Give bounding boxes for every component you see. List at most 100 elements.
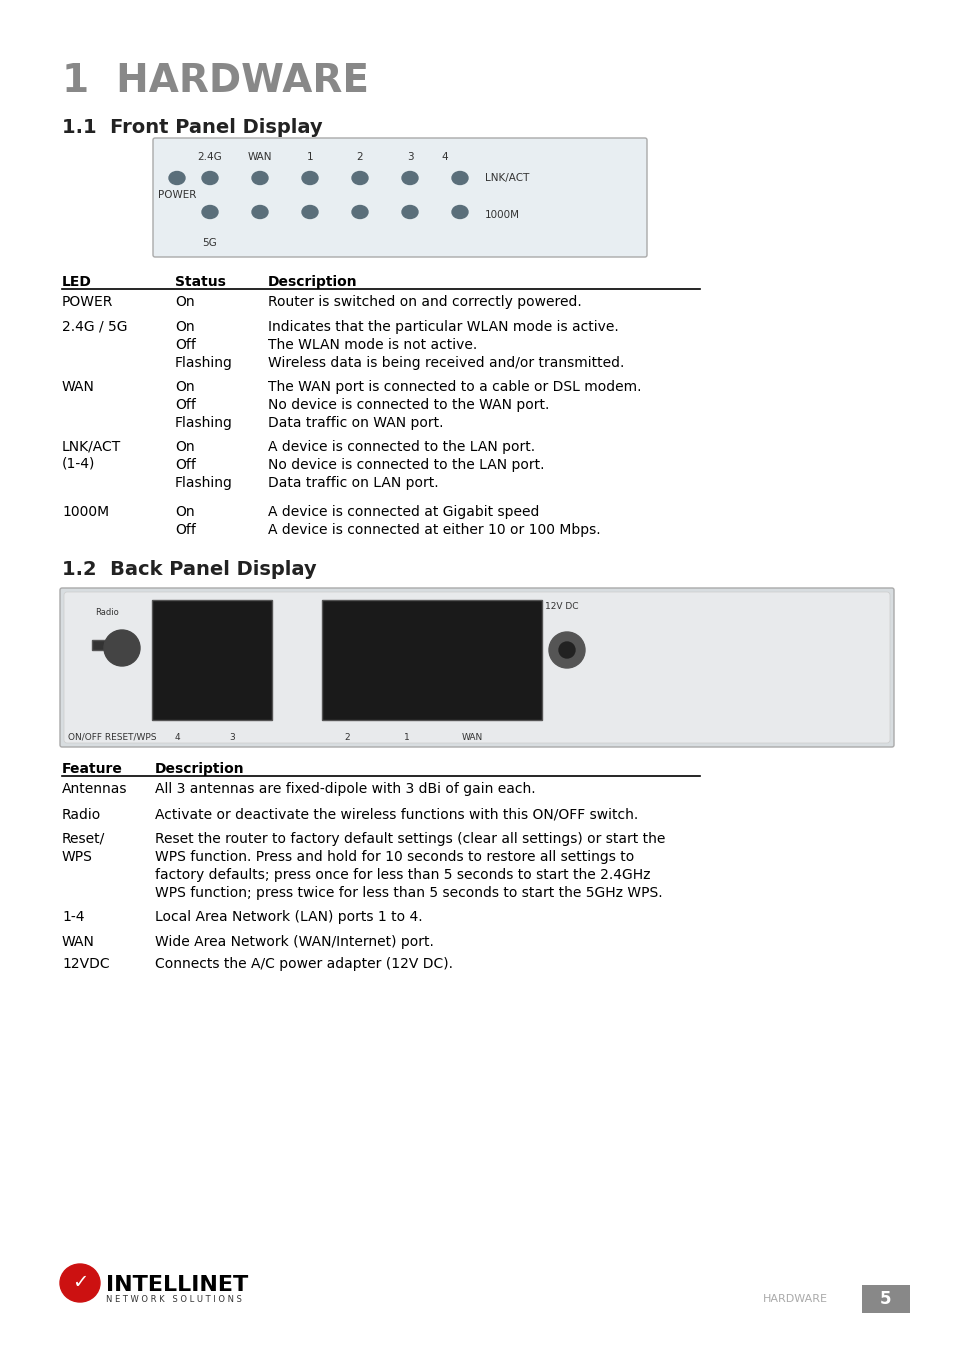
Ellipse shape: [252, 205, 268, 219]
Text: ✓: ✓: [71, 1273, 88, 1292]
Text: 1.1  Front Panel Display: 1.1 Front Panel Display: [62, 117, 322, 136]
Text: 3: 3: [406, 153, 413, 162]
Text: Flashing: Flashing: [174, 356, 233, 370]
Circle shape: [104, 630, 140, 666]
Text: N E T W O R K   S O L U T I O N S: N E T W O R K S O L U T I O N S: [106, 1295, 242, 1304]
Text: Connects the A/C power adapter (12V DC).: Connects the A/C power adapter (12V DC).: [154, 957, 453, 971]
Text: 1.2  Back Panel Display: 1.2 Back Panel Display: [62, 560, 316, 579]
Text: 1000M: 1000M: [62, 505, 109, 518]
Ellipse shape: [302, 205, 317, 219]
Text: 12VDC: 12VDC: [62, 957, 110, 971]
Ellipse shape: [252, 171, 268, 185]
Text: Description: Description: [154, 761, 244, 776]
Ellipse shape: [401, 171, 417, 185]
Text: 5: 5: [880, 1291, 891, 1308]
Text: Indicates that the particular WLAN mode is active.: Indicates that the particular WLAN mode …: [268, 320, 618, 333]
Text: WPS function. Press and hold for 10 seconds to restore all settings to: WPS function. Press and hold for 10 seco…: [154, 850, 634, 864]
Text: WAN: WAN: [461, 733, 482, 743]
Text: factory defaults; press once for less than 5 seconds to start the 2.4GHz: factory defaults; press once for less th…: [154, 868, 650, 882]
Text: 1: 1: [404, 733, 410, 743]
Text: LED: LED: [62, 275, 91, 289]
Ellipse shape: [401, 205, 417, 219]
Ellipse shape: [302, 171, 317, 185]
Text: POWER: POWER: [62, 296, 113, 309]
Text: The WLAN mode is not active.: The WLAN mode is not active.: [268, 338, 476, 352]
Text: Flashing: Flashing: [174, 477, 233, 490]
Text: WPS function; press twice for less than 5 seconds to start the 5GHz WPS.: WPS function; press twice for less than …: [154, 886, 662, 900]
Text: Radio: Radio: [95, 608, 119, 617]
Text: 4: 4: [174, 733, 179, 743]
Text: Feature: Feature: [62, 761, 123, 776]
Text: Antennas: Antennas: [62, 782, 128, 796]
Ellipse shape: [60, 1264, 100, 1301]
Text: Flashing: Flashing: [174, 416, 233, 431]
Text: Data traffic on WAN port.: Data traffic on WAN port.: [268, 416, 443, 431]
Ellipse shape: [452, 171, 468, 185]
Text: Reset the router to factory default settings (clear all settings) or start the: Reset the router to factory default sett…: [154, 832, 664, 846]
FancyBboxPatch shape: [60, 589, 893, 747]
Ellipse shape: [202, 205, 218, 219]
Text: 3: 3: [229, 733, 234, 743]
Text: 2.4G: 2.4G: [197, 153, 222, 162]
Text: Radio: Radio: [62, 809, 101, 822]
Text: LNK/ACT: LNK/ACT: [484, 173, 529, 184]
Text: Activate or deactivate the wireless functions with this ON/OFF switch.: Activate or deactivate the wireless func…: [154, 809, 638, 822]
Text: LNK/ACT
(1-4): LNK/ACT (1-4): [62, 440, 121, 470]
Text: POWER: POWER: [157, 190, 196, 200]
Bar: [862, 1285, 909, 1314]
Text: A device is connected to the LAN port.: A device is connected to the LAN port.: [268, 440, 535, 454]
Text: 2.4G / 5G: 2.4G / 5G: [62, 320, 128, 333]
Text: 2: 2: [344, 733, 350, 743]
Text: WPS: WPS: [62, 850, 92, 864]
Circle shape: [548, 632, 584, 668]
Text: ON/OFF RESET/WPS: ON/OFF RESET/WPS: [68, 733, 156, 743]
Text: Router is switched on and correctly powered.: Router is switched on and correctly powe…: [268, 296, 581, 309]
Text: The WAN port is connected to a cable or DSL modem.: The WAN port is connected to a cable or …: [268, 379, 640, 394]
Text: 2: 2: [356, 153, 363, 162]
Ellipse shape: [352, 171, 368, 185]
Text: 1-4: 1-4: [62, 910, 85, 923]
Text: HARDWARE: HARDWARE: [761, 1295, 826, 1304]
Text: Off: Off: [174, 338, 195, 352]
Text: Local Area Network (LAN) ports 1 to 4.: Local Area Network (LAN) ports 1 to 4.: [154, 910, 422, 923]
Text: 1000M: 1000M: [484, 211, 519, 220]
Bar: [91, 640, 110, 649]
Text: Off: Off: [174, 398, 195, 412]
Text: Wireless data is being received and/or transmitted.: Wireless data is being received and/or t…: [268, 356, 623, 370]
Circle shape: [558, 643, 575, 657]
Text: 1  HARDWARE: 1 HARDWARE: [62, 62, 369, 100]
Ellipse shape: [169, 171, 185, 185]
FancyBboxPatch shape: [152, 138, 646, 256]
Text: All 3 antennas are fixed-dipole with 3 dBi of gain each.: All 3 antennas are fixed-dipole with 3 d…: [154, 782, 535, 796]
Ellipse shape: [202, 171, 218, 185]
Text: 1: 1: [306, 153, 313, 162]
Text: 5G: 5G: [202, 238, 217, 248]
Text: WAN: WAN: [62, 379, 94, 394]
Text: Off: Off: [174, 522, 195, 537]
Text: A device is connected at Gigabit speed: A device is connected at Gigabit speed: [268, 505, 538, 518]
Ellipse shape: [452, 205, 468, 219]
Text: WAN: WAN: [62, 936, 94, 949]
Bar: [322, 599, 541, 720]
Text: Reset/: Reset/: [62, 832, 105, 846]
Text: WAN: WAN: [248, 153, 272, 162]
Text: Off: Off: [174, 458, 195, 472]
Text: 12V DC: 12V DC: [545, 602, 578, 612]
Text: A device is connected at either 10 or 100 Mbps.: A device is connected at either 10 or 10…: [268, 522, 600, 537]
Text: Wide Area Network (WAN/Internet) port.: Wide Area Network (WAN/Internet) port.: [154, 936, 434, 949]
Text: On: On: [174, 320, 194, 333]
Text: No device is connected to the LAN port.: No device is connected to the LAN port.: [268, 458, 544, 472]
Text: No device is connected to the WAN port.: No device is connected to the WAN port.: [268, 398, 549, 412]
Text: On: On: [174, 379, 194, 394]
Ellipse shape: [352, 205, 368, 219]
Text: Data traffic on LAN port.: Data traffic on LAN port.: [268, 477, 438, 490]
Text: On: On: [174, 505, 194, 518]
Text: INTELLINET: INTELLINET: [106, 1274, 248, 1295]
Bar: [152, 599, 272, 720]
FancyBboxPatch shape: [64, 593, 889, 742]
Text: Status: Status: [174, 275, 226, 289]
Text: On: On: [174, 296, 194, 309]
Text: On: On: [174, 440, 194, 454]
Text: Description: Description: [268, 275, 357, 289]
Text: 4: 4: [441, 153, 448, 162]
